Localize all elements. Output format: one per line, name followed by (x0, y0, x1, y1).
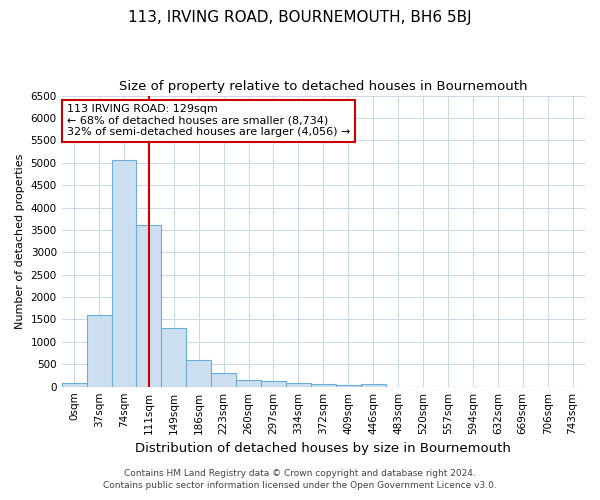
Bar (236, 380, 261, 386)
Bar (86, 315, 112, 386)
Bar (62, 384, 86, 386)
Bar (286, 384, 311, 386)
Bar (361, 384, 386, 386)
Bar (261, 382, 286, 386)
Bar (211, 373, 236, 386)
Bar (112, 160, 136, 386)
Bar (311, 384, 336, 386)
Bar (136, 226, 161, 386)
Bar (161, 328, 186, 386)
Text: 113 IRVING ROAD: 129sqm
← 68% of detached houses are smaller (8,734)
32% of semi: 113 IRVING ROAD: 129sqm ← 68% of detache… (67, 104, 350, 138)
Bar (186, 360, 211, 386)
Title: Size of property relative to detached houses in Bournemouth: Size of property relative to detached ho… (119, 80, 527, 93)
X-axis label: Distribution of detached houses by size in Bournemouth: Distribution of detached houses by size … (136, 442, 511, 455)
Y-axis label: Number of detached properties: Number of detached properties (15, 154, 25, 329)
Text: 113, IRVING ROAD, BOURNEMOUTH, BH6 5BJ: 113, IRVING ROAD, BOURNEMOUTH, BH6 5BJ (128, 10, 472, 25)
Text: Contains HM Land Registry data © Crown copyright and database right 2024.
Contai: Contains HM Land Registry data © Crown c… (103, 468, 497, 490)
